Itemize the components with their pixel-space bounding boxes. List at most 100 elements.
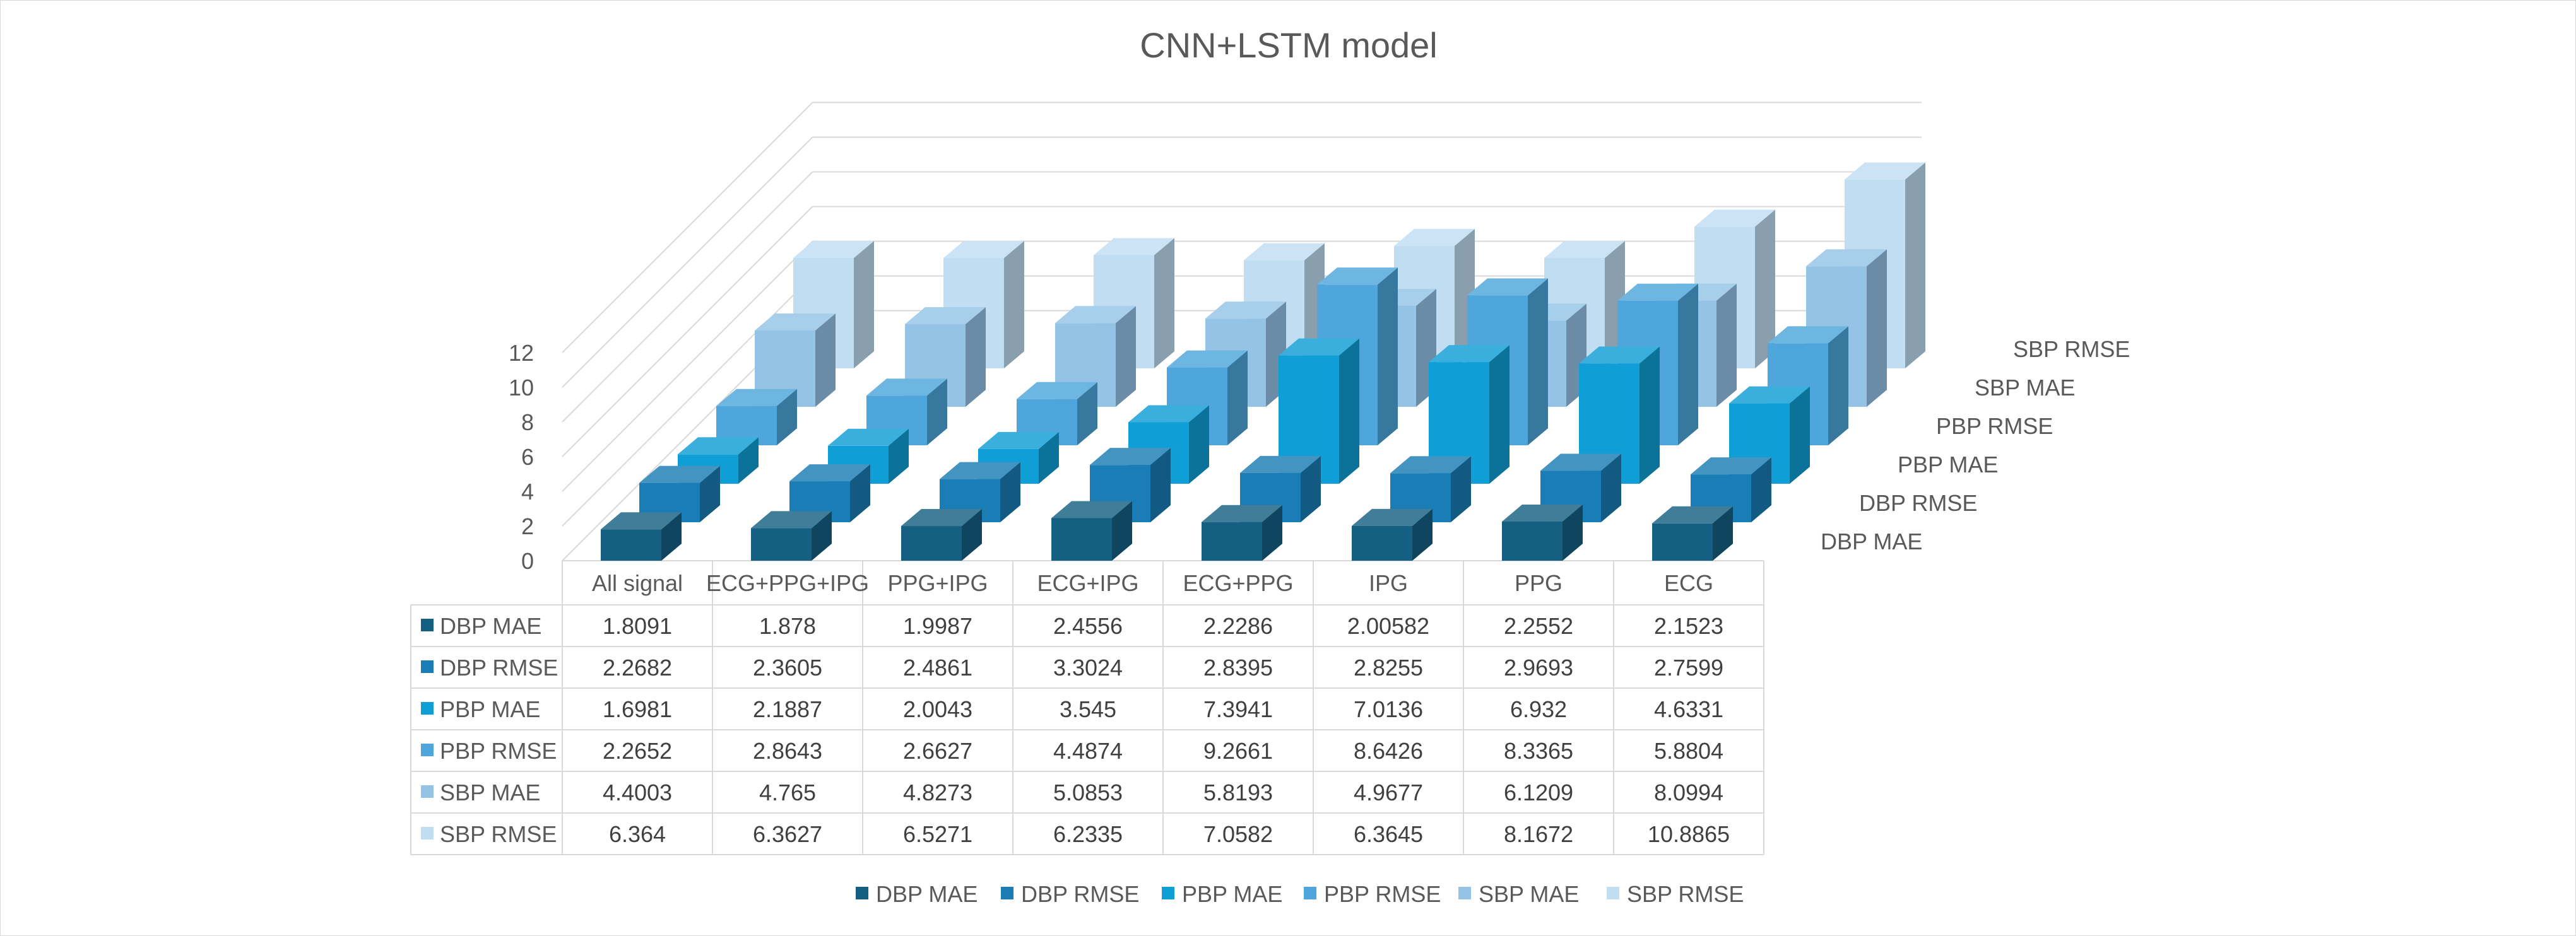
bar-side bbox=[1039, 431, 1059, 484]
table-cell: 4.6331 bbox=[1654, 696, 1723, 722]
legend-label: PBP RMSE bbox=[1324, 881, 1441, 907]
bar-side bbox=[1116, 306, 1136, 407]
bar-top bbox=[1429, 345, 1510, 363]
table-cell: 6.932 bbox=[1510, 696, 1567, 722]
bar-top bbox=[1202, 505, 1282, 522]
category-label: ECG+PPG bbox=[1183, 570, 1293, 596]
table-cell: 8.1672 bbox=[1504, 821, 1573, 847]
bars bbox=[601, 162, 1925, 561]
table-row-label: DBP MAE bbox=[440, 613, 541, 639]
legend-label: SBP MAE bbox=[1479, 881, 1579, 907]
table-row-label: SBP RMSE bbox=[440, 821, 557, 847]
depth-label: SBP MAE bbox=[1975, 375, 2075, 401]
table-cell: 1.9987 bbox=[903, 613, 972, 639]
bar-side bbox=[927, 378, 947, 445]
y-tick-label: 0 bbox=[521, 548, 534, 574]
bar-side bbox=[1828, 326, 1848, 445]
bar-side bbox=[1451, 456, 1471, 522]
legend-key bbox=[1304, 887, 1316, 899]
legend: DBP MAE DBP RMSE PBP MAE PBP RMSE SBP MAE SBP… bbox=[856, 881, 1744, 907]
bar-top bbox=[678, 437, 759, 455]
category-label: PPG+IPG bbox=[887, 570, 988, 596]
table-cell: 2.4556 bbox=[1053, 613, 1123, 639]
bar-top bbox=[1617, 283, 1698, 301]
bar-front bbox=[901, 526, 962, 561]
table-cell: 1.878 bbox=[759, 613, 816, 639]
bar-side bbox=[1412, 508, 1433, 561]
table-cell: 8.6426 bbox=[1354, 738, 1423, 764]
bar-top bbox=[1394, 228, 1475, 246]
bar-top bbox=[1729, 386, 1810, 404]
table-cell: 2.7599 bbox=[1654, 655, 1723, 681]
bar-top bbox=[828, 428, 909, 446]
bar-side bbox=[1000, 462, 1020, 522]
category-label: All signal bbox=[592, 570, 683, 596]
table-cell: 2.1523 bbox=[1654, 613, 1723, 639]
legend-label: SBP RMSE bbox=[1627, 881, 1744, 907]
gridline-left bbox=[562, 136, 813, 388]
bar-front bbox=[1652, 523, 1713, 561]
table-legend-key bbox=[421, 619, 434, 631]
bar-side bbox=[854, 240, 874, 368]
y-tick-label: 6 bbox=[521, 444, 534, 470]
bar-top bbox=[755, 313, 836, 331]
bar-side bbox=[777, 389, 797, 445]
bar bbox=[1502, 504, 1583, 561]
gridline-left bbox=[562, 206, 813, 457]
bar-top bbox=[1502, 504, 1583, 522]
table-cell: 2.2652 bbox=[603, 738, 672, 764]
table-cell: 6.5271 bbox=[903, 821, 972, 847]
bar-side bbox=[1339, 338, 1359, 484]
bar-top bbox=[1128, 405, 1209, 423]
bar-top bbox=[1540, 453, 1621, 471]
table-row-label: DBP RMSE bbox=[440, 655, 558, 681]
bar-side bbox=[850, 464, 870, 522]
bar-top bbox=[1317, 267, 1398, 285]
bar-side bbox=[889, 428, 909, 484]
bar bbox=[1652, 506, 1733, 561]
bar-side bbox=[1601, 453, 1621, 522]
bar-side bbox=[661, 512, 682, 561]
bar-side bbox=[1528, 278, 1548, 445]
table-cell: 2.6627 bbox=[903, 738, 972, 764]
bar-top bbox=[1768, 326, 1848, 344]
table-cell: 2.9693 bbox=[1504, 655, 1573, 681]
category-label: ECG bbox=[1664, 570, 1713, 596]
depth-axis: DBP MAE DBP RMSE PBP MAE PBP RMSE SBP MAE SBP… bbox=[1821, 336, 2130, 554]
bar-side bbox=[815, 313, 836, 407]
category-label: PPG bbox=[1515, 570, 1563, 596]
bar-side bbox=[1713, 506, 1733, 561]
gridline-left bbox=[562, 102, 813, 353]
table-row-label: PBP RMSE bbox=[440, 738, 557, 764]
bar bbox=[793, 240, 874, 368]
bar bbox=[828, 428, 909, 484]
legend-key bbox=[1607, 887, 1619, 899]
bar-top bbox=[1806, 249, 1887, 267]
bar-side bbox=[1905, 162, 1925, 368]
table-cell: 5.8804 bbox=[1654, 738, 1723, 764]
bar-front bbox=[601, 529, 661, 561]
bar-side bbox=[738, 437, 759, 484]
table-cell: 5.0853 bbox=[1053, 780, 1123, 805]
bar-side bbox=[1378, 267, 1398, 445]
bar-side bbox=[962, 509, 982, 561]
bar-side bbox=[1301, 455, 1321, 522]
table-cell: 10.8865 bbox=[1648, 821, 1730, 847]
table-cell: 4.4003 bbox=[603, 780, 672, 805]
table-cell: 1.8091 bbox=[603, 613, 672, 639]
depth-label: SBP RMSE bbox=[2013, 336, 2130, 362]
bar bbox=[751, 511, 832, 561]
legend-label: DBP MAE bbox=[876, 881, 978, 907]
y-tick-label: 12 bbox=[509, 340, 534, 366]
bar-side bbox=[1489, 345, 1510, 484]
bar-top bbox=[1467, 278, 1548, 296]
table-cell: 9.2661 bbox=[1203, 738, 1273, 764]
bar-top bbox=[601, 512, 682, 530]
bar bbox=[1729, 386, 1810, 484]
bar-side bbox=[812, 511, 832, 561]
table-cell: 4.4874 bbox=[1053, 738, 1123, 764]
bar-top bbox=[1167, 350, 1248, 368]
bar-top bbox=[943, 241, 1024, 259]
bar-top bbox=[905, 307, 986, 324]
